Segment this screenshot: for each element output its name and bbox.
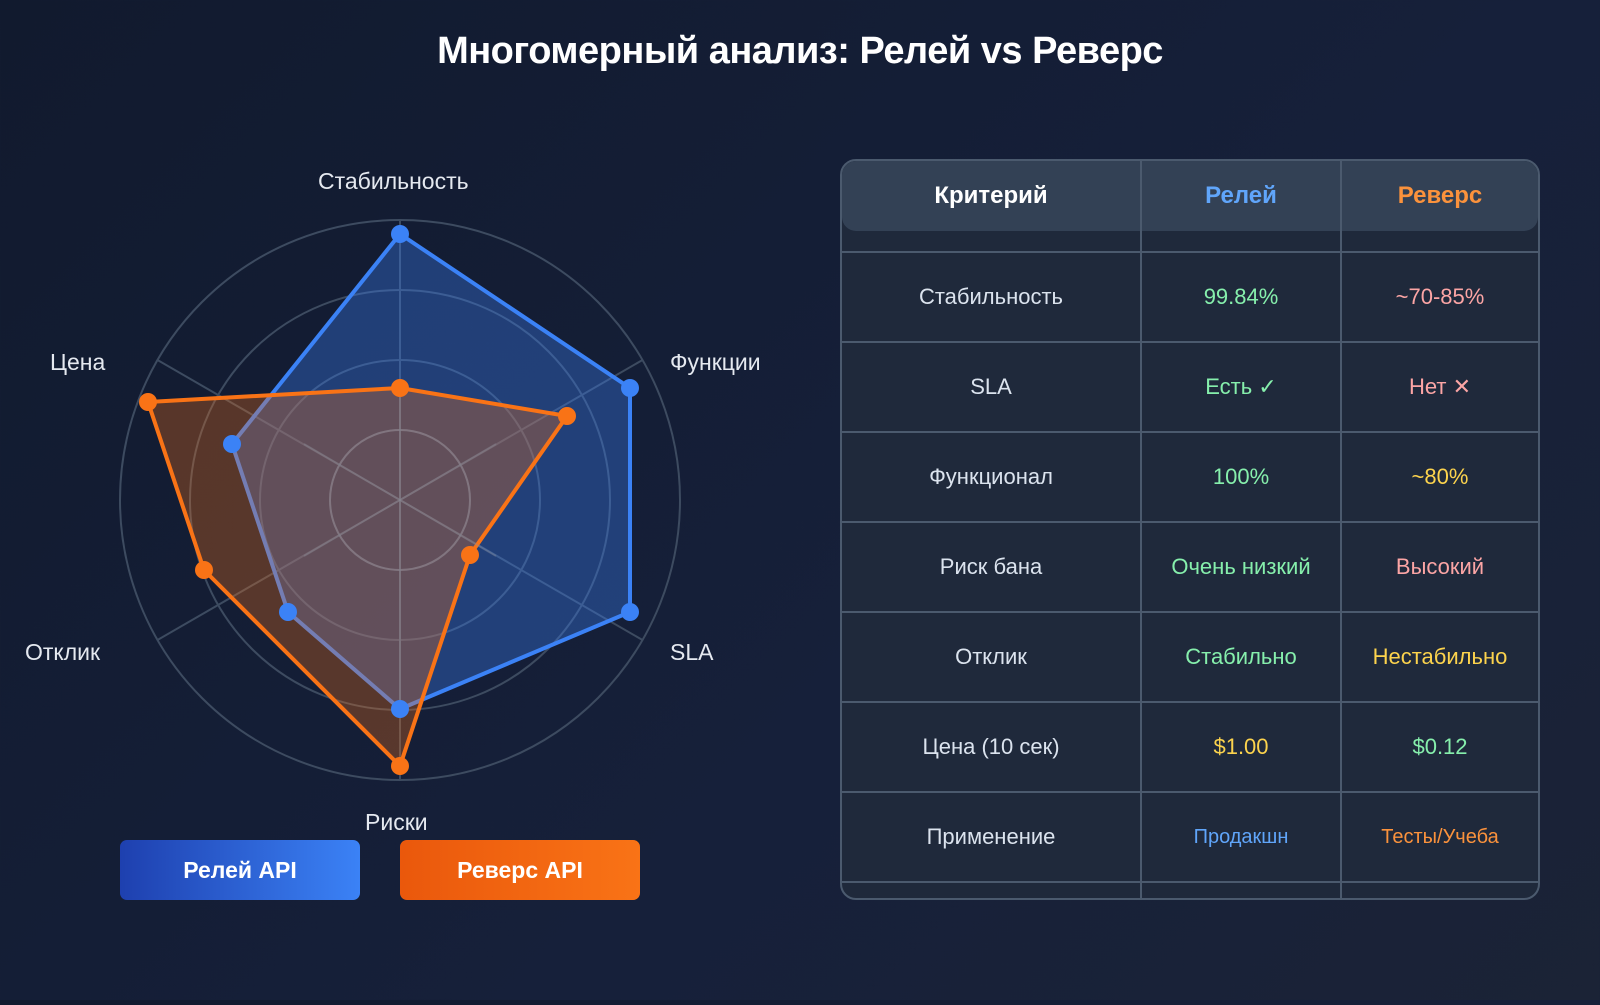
axis-label-sla: SLA: [670, 639, 714, 665]
reverse-cell: Высокий: [1395, 554, 1485, 579]
header-relay: Релей: [1142, 161, 1342, 231]
table-row: SLA Есть ✓ Нет ✕: [842, 343, 1538, 433]
relay-cell: Есть ✓: [1142, 343, 1342, 431]
criterion-cell: SLA: [842, 343, 1142, 431]
axis-label-price: Цена: [50, 349, 106, 375]
reverse-cell: $0.12: [1412, 734, 1468, 759]
legend-reverse-label: Реверс API: [457, 856, 583, 883]
axis-label-functions: Функции: [670, 349, 761, 375]
header-reverse: Реверс: [1397, 182, 1483, 209]
table-body: Стабильность 99.84% ~70-85% SLA Есть ✓ Н…: [842, 231, 1538, 898]
axis-label-stability: Стабильность: [318, 168, 469, 194]
relay-cell: 99.84%: [1142, 253, 1342, 341]
reverse-cell: Тесты/Учеба: [1381, 825, 1499, 848]
legend-relay-api[interactable]: Релей API: [120, 840, 360, 900]
reverse-cell: Нестабильно: [1372, 644, 1508, 669]
criterion-cell: Отклик: [842, 613, 1142, 701]
table-row: Риск бана Очень низкий Высокий: [842, 523, 1538, 613]
relay-cell: Очень низкий: [1142, 523, 1342, 611]
axis-label-risks: Риски: [365, 809, 428, 835]
header-criterion: Критерий: [842, 161, 1142, 231]
legend-relay-label: Релей API: [183, 856, 297, 883]
criterion-cell: Функционал: [842, 433, 1142, 521]
comparison-table: Критерий Релей Реверс Стабильность 99.84…: [840, 159, 1540, 900]
legend-reverse-api[interactable]: Реверс API: [400, 840, 640, 900]
radar-spokes: [157, 220, 643, 780]
table-row: Стабильность 99.84% ~70-85%: [842, 253, 1538, 343]
relay-points: [223, 225, 639, 718]
radar-svg: [119, 219, 681, 781]
table-row: Цена (10 сек) $1.00 $0.12: [842, 703, 1538, 793]
criterion-cell: Стабильность: [842, 253, 1142, 341]
relay-cell: Стабильно: [1142, 613, 1342, 701]
reverse-points: [139, 379, 576, 775]
table-spacer: [842, 883, 1538, 898]
table-row: Отклик Стабильно Нестабильно: [842, 613, 1538, 703]
reverse-cell: ~80%: [1411, 464, 1469, 489]
table-row: Применение Продакшн Тесты/Учеба: [842, 793, 1538, 883]
criterion-cell: Цена (10 сек): [842, 703, 1142, 791]
criterion-cell: Риск бана: [842, 523, 1142, 611]
table-spacer: [842, 231, 1538, 253]
table-row: Функционал 100% ~80%: [842, 433, 1538, 523]
axis-label-response: Отклик: [25, 639, 101, 665]
reverse-cell: ~70-85%: [1395, 284, 1485, 309]
relay-cell: Продакшн: [1142, 793, 1342, 881]
criterion-cell: Применение: [842, 793, 1142, 881]
table-header: Критерий Релей Реверс: [842, 161, 1538, 231]
relay-cell: $1.00: [1142, 703, 1342, 791]
reverse-cell: Нет ✕: [1408, 374, 1471, 399]
relay-cell: 100%: [1142, 433, 1342, 521]
page-title: Многомерный анализ: Релей vs Реверс: [437, 30, 1163, 72]
radar-chart: Стабильность Функции SLA Риски Отклик Це…: [0, 0, 800, 1000]
